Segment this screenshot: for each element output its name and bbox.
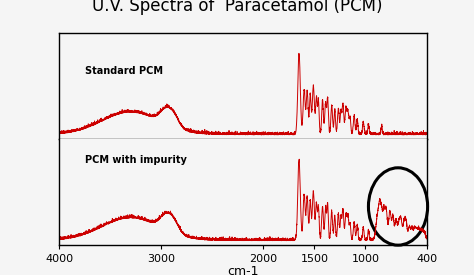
- Text: Standard PCM: Standard PCM: [85, 65, 163, 76]
- X-axis label: cm-1: cm-1: [227, 265, 259, 275]
- Text: U.V. Spectra of  Paracetamol (PCM): U.V. Spectra of Paracetamol (PCM): [92, 0, 382, 15]
- Text: PCM with impurity: PCM with impurity: [85, 155, 187, 165]
